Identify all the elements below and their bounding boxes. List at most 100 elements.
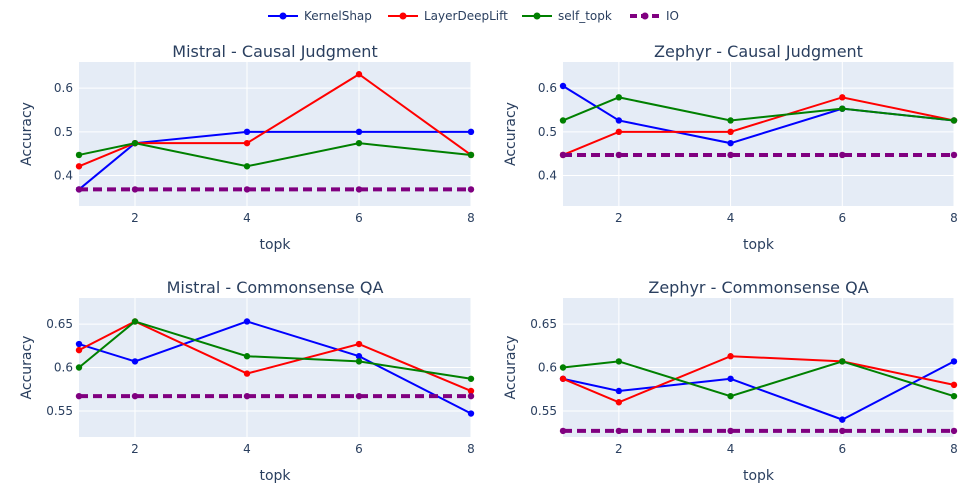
data-point (615, 358, 623, 365)
data-point (131, 318, 139, 325)
data-point (131, 186, 139, 193)
data-point (615, 128, 623, 136)
series-io (75, 186, 475, 193)
y-tick-label: 0.65 (530, 317, 557, 331)
data-point (559, 151, 567, 159)
data-point (950, 381, 958, 389)
y-tick-label: 0.6 (538, 81, 557, 95)
data-point (615, 427, 623, 435)
data-point (839, 94, 846, 101)
x-tick-label: 4 (727, 442, 735, 456)
y-tick-label: 0.5 (538, 125, 557, 139)
y-tick-label: 0.4 (54, 168, 73, 182)
data-point (243, 186, 251, 193)
x-tick-label: 4 (727, 211, 735, 225)
data-point (727, 117, 734, 124)
data-point (839, 358, 846, 365)
data-point (355, 353, 363, 360)
data-point (727, 353, 734, 360)
data-point (839, 416, 846, 423)
data-point (131, 139, 139, 147)
plot-area (79, 62, 471, 206)
data-point (355, 139, 363, 147)
legend-label: self_topk (558, 9, 612, 23)
data-point (467, 375, 475, 382)
data-point (355, 392, 363, 400)
data-point (75, 340, 83, 348)
data-point (559, 427, 567, 435)
data-point (75, 186, 83, 193)
data-point (559, 375, 567, 382)
x-tick-label: 6 (838, 211, 846, 225)
data-point (950, 117, 958, 124)
data-point (727, 375, 734, 382)
series-self-topk (559, 94, 958, 124)
legend: KernelShap LayerDeepLift self_topk IO (268, 9, 679, 23)
data-point (243, 353, 251, 360)
data-point (243, 139, 251, 147)
y-tick-label: 0.6 (538, 361, 557, 375)
series-layerdeeplift (559, 353, 958, 406)
legend-marker (279, 12, 287, 20)
series-self-topk (75, 318, 475, 382)
data-point (355, 186, 363, 193)
series-kernelshap (75, 318, 475, 417)
data-point (727, 151, 734, 159)
data-point (950, 427, 958, 435)
x-tick-label: 4 (243, 211, 251, 225)
legend-item-io[interactable]: IO (630, 9, 679, 23)
series-io (559, 427, 958, 435)
y-axis-title: Accuracy (503, 102, 519, 166)
x-tick-label: 8 (467, 442, 475, 456)
data-point (243, 128, 251, 136)
series-io (559, 151, 958, 159)
data-point (559, 117, 567, 124)
subplot-mistral-commonsense-qa: 2 4 6 8 0.55 0.6 0.65 Mistral - Commonsense QA t… (19, 278, 475, 484)
data-point (615, 151, 623, 159)
data-point (615, 387, 623, 395)
legend-marker (399, 12, 407, 20)
data-point (355, 128, 363, 136)
data-point (467, 128, 475, 136)
x-axis-title: topk (259, 468, 291, 484)
data-point (467, 387, 475, 395)
subplot-zephyr-causal-judgment: 2 4 6 8 0.4 0.5 0.6 Zephyr - Causal Judgment top… (503, 42, 958, 253)
y-axis-title: Accuracy (503, 336, 519, 400)
data-point (839, 427, 846, 435)
data-point (950, 151, 958, 159)
x-tick-label: 2 (615, 211, 623, 225)
y-tick-label: 0.6 (54, 81, 73, 95)
data-point (467, 151, 475, 159)
y-tick-label: 0.65 (46, 317, 73, 331)
data-point (559, 82, 567, 90)
legend-item-kernelshap[interactable]: KernelShap (268, 9, 372, 23)
legend-marker (533, 12, 541, 20)
data-point (615, 117, 623, 124)
x-axis-title: topk (743, 468, 775, 484)
x-axis-title: topk (259, 237, 291, 253)
subplot-mistral-causal-judgment: 2 4 6 8 0.4 0.5 0.6 Mistral - Causal Judgment to… (19, 42, 475, 253)
data-point (559, 364, 567, 371)
data-point (243, 318, 251, 325)
y-tick-label: 0.4 (538, 168, 557, 182)
data-point (727, 139, 734, 147)
data-point (355, 71, 363, 78)
legend-item-self-topk[interactable]: self_topk (522, 9, 612, 23)
data-point (75, 364, 83, 371)
y-tick-label: 0.55 (46, 404, 73, 418)
x-tick-label: 6 (355, 442, 363, 456)
legend-label: LayerDeepLift (424, 9, 508, 23)
data-point (839, 151, 846, 159)
y-tick-label: 0.5 (54, 125, 73, 139)
series-layerdeeplift (75, 318, 475, 395)
data-point (467, 186, 475, 193)
x-tick-label: 8 (950, 442, 958, 456)
data-point (243, 163, 251, 170)
data-point (727, 392, 734, 400)
data-point (467, 410, 475, 417)
legend-item-layerdeeplift[interactable]: LayerDeepLift (388, 9, 508, 23)
subplot-title: Mistral - Commonsense QA (167, 278, 384, 297)
data-point (75, 163, 83, 170)
